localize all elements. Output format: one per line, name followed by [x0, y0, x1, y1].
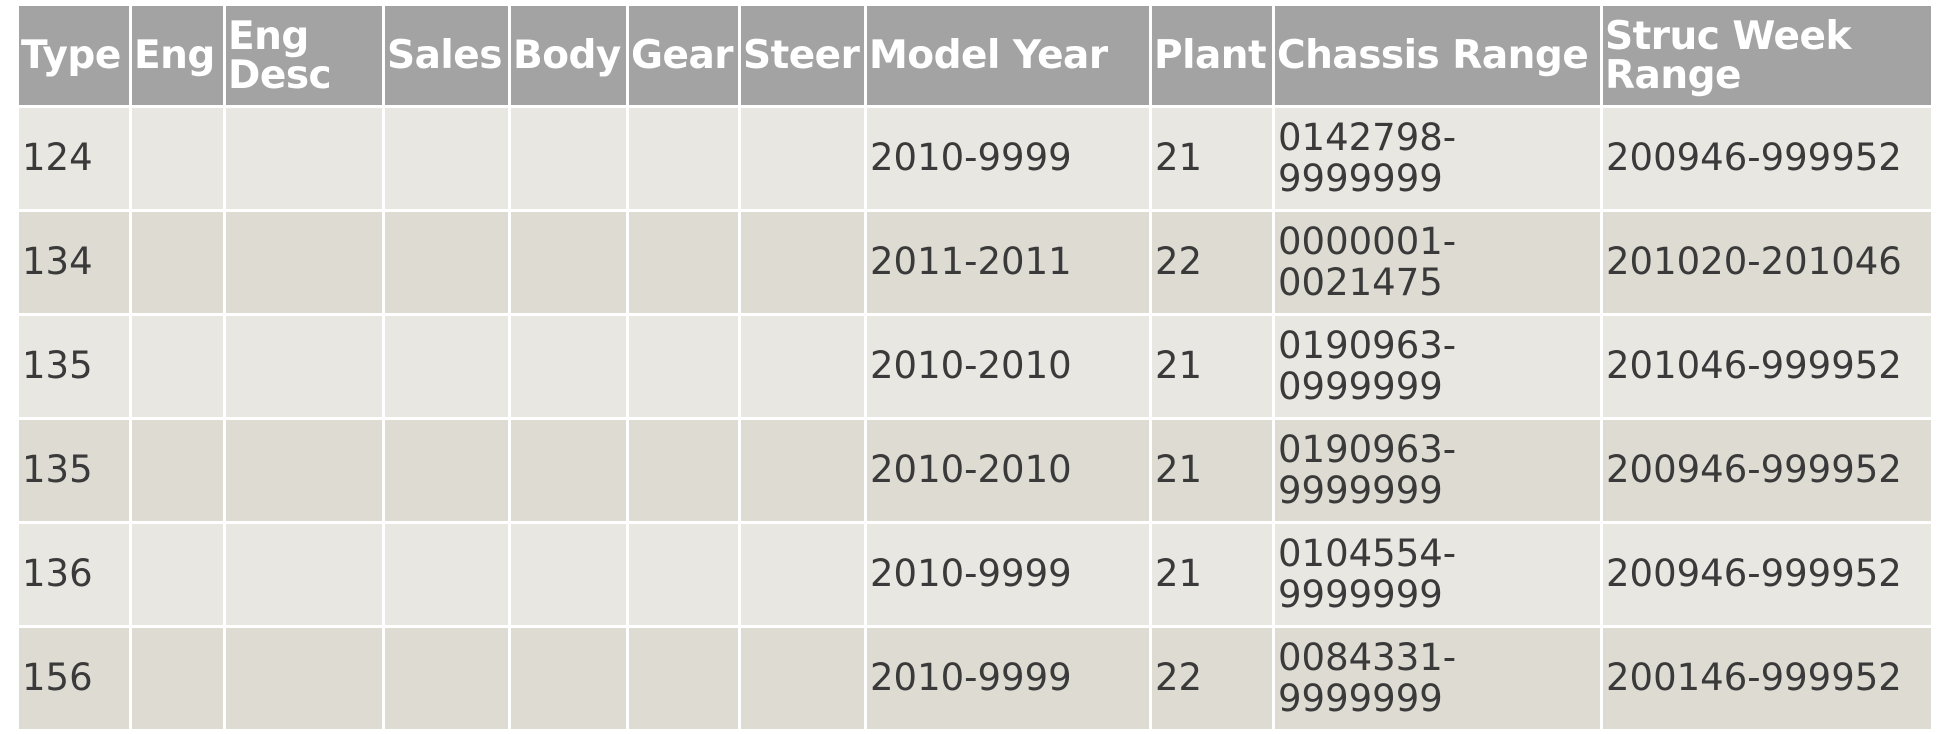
table-row: 156 2010-9999 22 0084331-9999999 200146-9999…	[19, 628, 1931, 729]
table-cell: 200946-999952	[1603, 524, 1931, 625]
column-header: Eng Desc	[226, 6, 382, 105]
empty-cell	[385, 108, 508, 209]
empty-cell	[511, 212, 626, 313]
column-header: Plant	[1152, 6, 1272, 105]
column-header: Body	[511, 6, 626, 105]
empty-cell	[511, 316, 626, 417]
table-cell: 2010-2010	[867, 420, 1149, 521]
table-cell: 22	[1152, 212, 1272, 313]
table-cell: 201046-999952	[1603, 316, 1931, 417]
empty-cell	[741, 108, 864, 209]
table-row: 124 2010-9999 21 0142798-9999999 200946-9999…	[19, 108, 1931, 209]
table-cell: 2010-9999	[867, 108, 1149, 209]
column-header: Model Year	[867, 6, 1149, 105]
table-cell: 0084331-9999999	[1275, 628, 1600, 729]
empty-cell	[385, 628, 508, 729]
empty-cell	[385, 420, 508, 521]
empty-cell	[226, 316, 382, 417]
table-row: 135 2010-2010 21 0190963-0999999 201046-9999…	[19, 316, 1931, 417]
empty-cell	[741, 420, 864, 521]
table-cell: 0142798-9999999	[1275, 108, 1600, 209]
empty-cell	[132, 628, 223, 729]
table-cell: 22	[1152, 628, 1272, 729]
empty-cell	[741, 316, 864, 417]
empty-cell	[629, 212, 738, 313]
column-header: Eng	[132, 6, 223, 105]
table-row: 135 2010-2010 21 0190963-9999999 200946-9999…	[19, 420, 1931, 521]
table-cell: 0190963-0999999	[1275, 316, 1600, 417]
table-cell: 134	[19, 212, 129, 313]
table-cell: 201020-201046	[1603, 212, 1931, 313]
empty-cell	[226, 628, 382, 729]
table-cell: 156	[19, 628, 129, 729]
table-cell: 21	[1152, 316, 1272, 417]
empty-cell	[511, 628, 626, 729]
table-cell: 2011-2011	[867, 212, 1149, 313]
table-cell: 200946-999952	[1603, 420, 1931, 521]
column-header: Chassis Range	[1275, 6, 1600, 105]
empty-cell	[511, 524, 626, 625]
column-header: Steer	[741, 6, 864, 105]
empty-cell	[629, 316, 738, 417]
header-row: Type Eng Eng Desc Sales Body Gear Steer Model Y…	[19, 6, 1931, 105]
empty-cell	[132, 524, 223, 625]
table-cell: 2010-2010	[867, 316, 1149, 417]
table-cell: 135	[19, 420, 129, 521]
table-cell: 135	[19, 316, 129, 417]
table-row: 136 2010-9999 21 0104554-9999999 200946-9999…	[19, 524, 1931, 625]
empty-cell	[629, 108, 738, 209]
empty-cell	[741, 628, 864, 729]
empty-cell	[132, 108, 223, 209]
empty-cell	[629, 628, 738, 729]
column-header: Sales	[385, 6, 508, 105]
empty-cell	[385, 524, 508, 625]
table-row: 134 2011-2011 22 0000001-0021475 201020-2010…	[19, 212, 1931, 313]
empty-cell	[511, 420, 626, 521]
table-cell: 124	[19, 108, 129, 209]
empty-cell	[385, 316, 508, 417]
empty-cell	[741, 524, 864, 625]
empty-cell	[629, 524, 738, 625]
empty-cell	[226, 524, 382, 625]
table-cell: 0000001-0021475	[1275, 212, 1600, 313]
table-cell: 0104554-9999999	[1275, 524, 1600, 625]
empty-cell	[226, 420, 382, 521]
table-cell: 200146-999952	[1603, 628, 1931, 729]
empty-cell	[132, 420, 223, 521]
column-header: Type	[19, 6, 129, 105]
table-cell: 21	[1152, 420, 1272, 521]
empty-cell	[226, 108, 382, 209]
empty-cell	[132, 316, 223, 417]
column-header: Gear	[629, 6, 738, 105]
table-cell: 2010-9999	[867, 628, 1149, 729]
table-cell: 200946-999952	[1603, 108, 1931, 209]
column-header: Struc Week Range	[1603, 6, 1931, 105]
table-cell: 0190963-9999999	[1275, 420, 1600, 521]
data-table: Type Eng Eng Desc Sales Body Gear Steer Model Y…	[16, 3, 1934, 732]
table-cell: 136	[19, 524, 129, 625]
table-body: 124 2010-9999 21 0142798-9999999 200946-9999…	[19, 108, 1931, 729]
table-cell: 21	[1152, 524, 1272, 625]
empty-cell	[511, 108, 626, 209]
empty-cell	[741, 212, 864, 313]
table-cell: 2010-9999	[867, 524, 1149, 625]
empty-cell	[226, 212, 382, 313]
empty-cell	[385, 212, 508, 313]
empty-cell	[629, 420, 738, 521]
table-cell: 21	[1152, 108, 1272, 209]
empty-cell	[132, 212, 223, 313]
